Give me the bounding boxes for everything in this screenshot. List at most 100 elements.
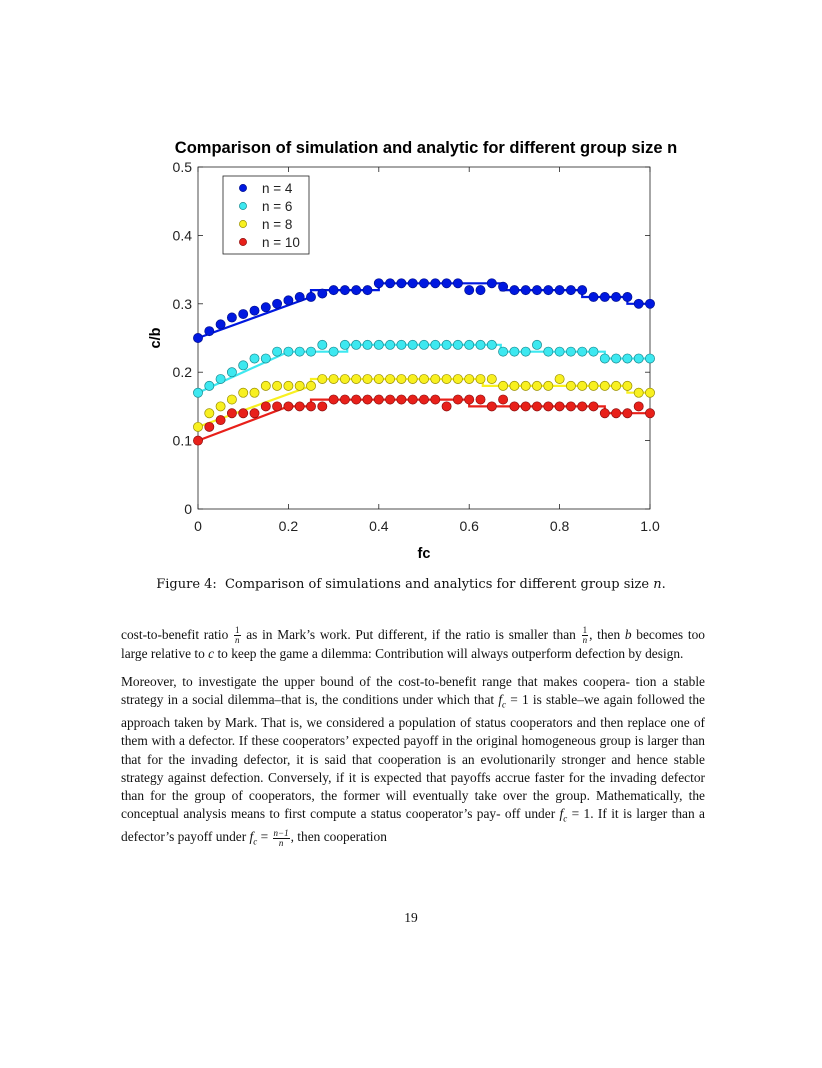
simulation-point bbox=[498, 346, 509, 357]
simulation-point bbox=[452, 278, 463, 289]
simulation-point bbox=[509, 401, 520, 412]
paragraph-1-text-2: as in Mark’s work. Put different, if the… bbox=[246, 627, 576, 642]
simulation-point bbox=[577, 285, 588, 296]
simulation-point bbox=[328, 285, 339, 296]
y-tick-label: 0.3 bbox=[173, 296, 193, 312]
simulation-point bbox=[554, 346, 565, 357]
math-f: f bbox=[249, 829, 254, 845]
x-tick-label: 0.2 bbox=[279, 518, 299, 534]
simulation-point bbox=[565, 346, 576, 357]
math-eq-1: = 1 bbox=[567, 806, 591, 822]
simulation-point bbox=[543, 285, 554, 296]
x-tick-label: 0.8 bbox=[550, 518, 570, 534]
simulation-point bbox=[622, 380, 633, 391]
legend-label: n = 8 bbox=[262, 217, 292, 232]
fraction-n-minus-1-over-n: n−1 n bbox=[272, 827, 290, 848]
simulation-point bbox=[464, 374, 475, 384]
simulation-point bbox=[226, 312, 237, 323]
legend: n = 4 n = 6 n = 8 n = 10 bbox=[222, 175, 310, 255]
simulation-point bbox=[362, 374, 373, 384]
math-sub-c: c bbox=[502, 699, 507, 710]
legend-box bbox=[222, 175, 310, 255]
simulation-point bbox=[407, 339, 418, 350]
math-fc-eq-1-b: fc = 1 bbox=[560, 806, 591, 825]
simulation-point bbox=[430, 374, 441, 384]
caption-text: Comparison of simulations and analytics … bbox=[224, 577, 650, 592]
legend-marker bbox=[239, 202, 247, 210]
simulation-point bbox=[565, 380, 576, 391]
simulation-point bbox=[272, 380, 283, 391]
simulation-point bbox=[509, 380, 520, 391]
legend-marker bbox=[239, 220, 247, 228]
simulation-point bbox=[611, 380, 622, 391]
simulation-point bbox=[396, 278, 407, 289]
simulation-point bbox=[452, 339, 463, 350]
simulation-point bbox=[645, 387, 655, 398]
simulation-point bbox=[294, 346, 305, 357]
simulation-point bbox=[283, 380, 294, 391]
simulation-point bbox=[283, 401, 294, 412]
simulation-point bbox=[283, 295, 294, 306]
simulation-point bbox=[306, 346, 316, 357]
fraction-denominator: n bbox=[235, 635, 240, 646]
simulation-point bbox=[328, 346, 339, 357]
series-group bbox=[193, 278, 655, 343]
y-tick-label: 0 bbox=[184, 501, 192, 517]
paragraph-1-text-5: to keep the game a dilemma: Contribution… bbox=[217, 646, 684, 662]
simulation-point bbox=[486, 278, 497, 289]
simulation-point bbox=[193, 435, 203, 446]
y-axis: 0 0.1 0.2 0.3 0.4 0.5 bbox=[173, 159, 650, 517]
caption-label: Figure 4: bbox=[156, 577, 217, 592]
simulation-point bbox=[509, 346, 520, 357]
x-tick-label: 0.4 bbox=[369, 518, 389, 534]
simulation-point bbox=[260, 302, 271, 313]
simulation-point bbox=[599, 380, 610, 391]
x-axis: 0 0.2 0.4 0.6 0.8 1.0 bbox=[194, 167, 660, 534]
simulation-point bbox=[543, 380, 554, 391]
simulation-point bbox=[272, 298, 283, 309]
simulation-point bbox=[611, 292, 622, 302]
simulation-point bbox=[204, 408, 215, 419]
y-tick-label: 0.2 bbox=[173, 364, 193, 380]
simulation-point bbox=[622, 292, 633, 302]
math-sub-c: c bbox=[253, 837, 258, 848]
simulation-point bbox=[633, 387, 644, 398]
math-sub-c: c bbox=[563, 814, 568, 825]
page-number: 19 bbox=[404, 910, 418, 925]
simulation-point bbox=[486, 401, 497, 412]
paragraph-1-text-3: , then bbox=[589, 627, 621, 642]
simulation-point bbox=[362, 339, 373, 350]
simulation-point bbox=[520, 380, 531, 391]
fraction-numerator: n−1 bbox=[272, 827, 290, 839]
simulation-point bbox=[633, 353, 644, 364]
simulation-point bbox=[328, 374, 339, 384]
x-tick-label: 0 bbox=[194, 518, 202, 534]
chart-title: Comparison of simulation and analytic fo… bbox=[175, 139, 677, 157]
simulation-point bbox=[430, 339, 441, 350]
simulation-point bbox=[385, 278, 396, 289]
simulation-point bbox=[464, 339, 475, 350]
simulation-point bbox=[385, 374, 396, 384]
simulation-point bbox=[385, 339, 396, 350]
y-tick-label: 0.1 bbox=[173, 433, 193, 449]
simulation-point bbox=[294, 380, 305, 391]
simulation-point bbox=[588, 346, 599, 357]
simulation-point bbox=[283, 346, 294, 357]
simulation-point bbox=[645, 353, 655, 364]
simulation-point bbox=[430, 278, 441, 289]
simulation-point bbox=[588, 292, 599, 302]
simulation-point bbox=[215, 415, 226, 426]
paragraph-2: Moreover, to investigate the upper bound… bbox=[121, 673, 705, 852]
simulation-point bbox=[486, 339, 497, 350]
series-group bbox=[193, 339, 655, 398]
math-eq-1: = 1 bbox=[506, 692, 529, 708]
paragraph-1-text-4: becomes too large relative to bbox=[121, 627, 705, 662]
simulation-point bbox=[215, 319, 226, 330]
simulation-point bbox=[306, 401, 316, 412]
simulation-point bbox=[294, 401, 305, 412]
y-tick-label: 0.4 bbox=[173, 227, 193, 243]
paragraph-2-text-3: . If it is larger than a defector’s payo… bbox=[121, 806, 705, 845]
simulation-point bbox=[328, 394, 339, 405]
